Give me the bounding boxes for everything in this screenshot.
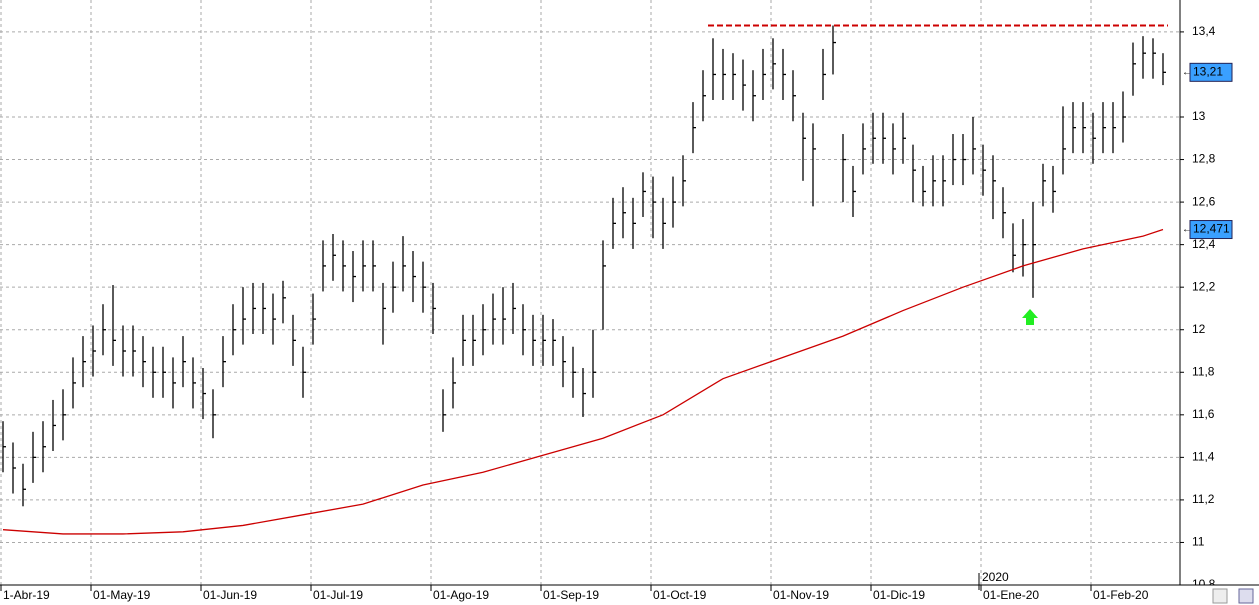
y-tick-label: 11,2 bbox=[1192, 492, 1215, 506]
y-tick-label: 11,8 bbox=[1192, 364, 1215, 378]
period-label: 2020 bbox=[982, 570, 1009, 584]
y-tick-label: 11,4 bbox=[1192, 450, 1215, 464]
x-tick-label: 01-May-19 bbox=[93, 588, 151, 602]
plot bbox=[2, 24, 1168, 535]
x-tick-label: 01-Ago-19 bbox=[433, 588, 489, 602]
last-value-box bbox=[1189, 220, 1233, 240]
x-axis: 1-Abr-19 01-May-19 01-Jun-19 01-Jul-19 01-Ag… bbox=[0, 570, 1149, 602]
y-tick-label: 12,8 bbox=[1192, 152, 1216, 166]
save-icon[interactable] bbox=[1238, 588, 1254, 604]
y-tick-label: 12,2 bbox=[1192, 279, 1216, 293]
tool-icon[interactable] bbox=[1212, 588, 1228, 604]
x-tick-label: 01-Ene-20 bbox=[983, 588, 1039, 602]
y-tick-label: 12 bbox=[1192, 322, 1206, 336]
last-value-arrow: ← bbox=[1182, 224, 1192, 235]
x-tick-label: 01-Feb-20 bbox=[1093, 588, 1149, 602]
y-tick-label: 12,6 bbox=[1192, 194, 1216, 208]
x-tick-label: 01-Sep-19 bbox=[543, 588, 599, 602]
signal-arrow bbox=[1022, 309, 1038, 325]
last-value-box bbox=[1189, 62, 1233, 82]
y-tick-label: 12,4 bbox=[1192, 237, 1216, 251]
last-value-label: 13,21 bbox=[1193, 64, 1223, 78]
x-tick-label: 01-Nov-19 bbox=[773, 588, 829, 602]
y-tick-label: 13,4 bbox=[1192, 24, 1216, 38]
x-tick-label: 01-Dic-19 bbox=[873, 588, 925, 602]
y-tick-label: 11 bbox=[1192, 535, 1205, 549]
x-tick-label: 01-Jul-19 bbox=[313, 588, 363, 602]
last-value-arrow: ← bbox=[1182, 67, 1192, 78]
y-tick-label: 11,6 bbox=[1192, 407, 1215, 421]
x-tick-label: 1-Abr-19 bbox=[3, 588, 50, 602]
x-axis-strip bbox=[0, 585, 1259, 605]
x-tick-label: 01-Oct-19 bbox=[653, 588, 707, 602]
moving-average bbox=[2, 228, 1164, 535]
x-tick-label: 01-Jun-19 bbox=[203, 588, 257, 602]
grid bbox=[0, 0, 1180, 586]
last-value-label: 12,471 bbox=[1193, 222, 1230, 236]
y-tick-label: 13 bbox=[1192, 109, 1206, 123]
